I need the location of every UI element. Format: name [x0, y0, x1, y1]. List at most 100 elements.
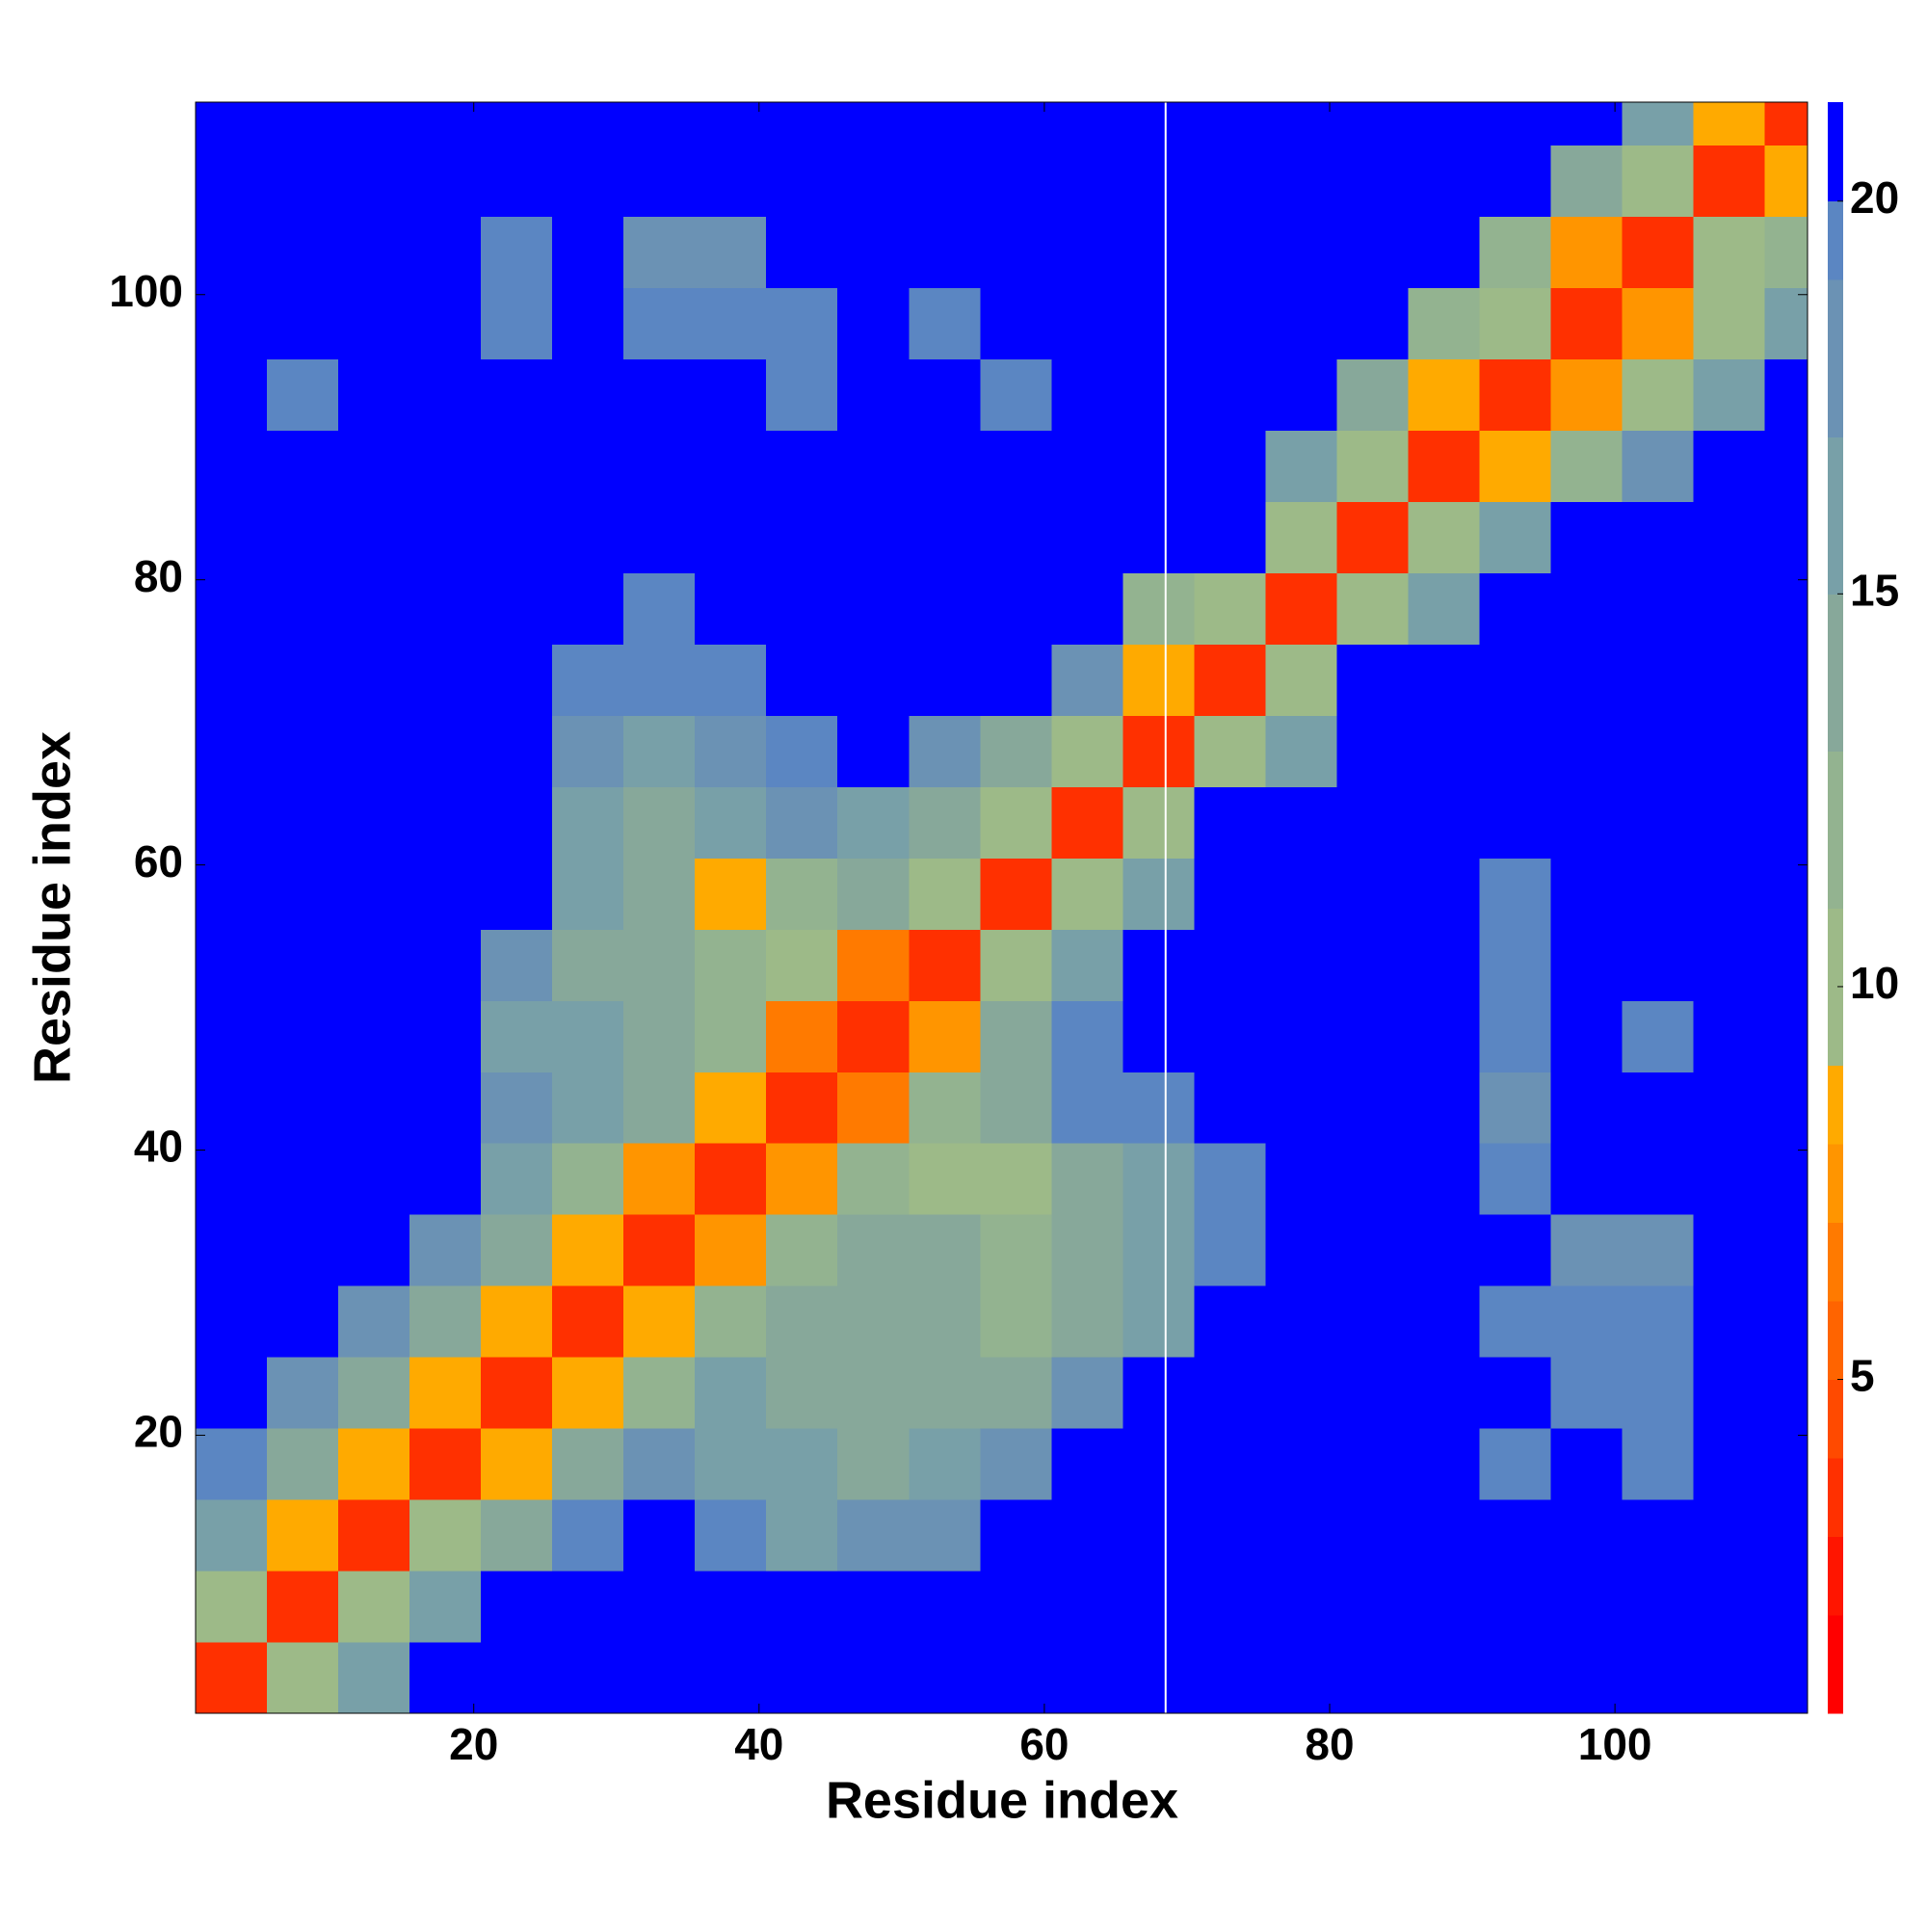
heatmap-cell — [481, 1642, 553, 1713]
heatmap-cell — [552, 216, 624, 288]
heatmap-cell — [1051, 216, 1123, 288]
heatmap-cell — [552, 1285, 624, 1358]
heatmap-cell — [766, 1499, 838, 1572]
heatmap-cell — [481, 358, 553, 431]
heatmap-cell — [1479, 644, 1552, 716]
heatmap-cell — [1336, 572, 1410, 645]
heatmap-cell — [1764, 858, 1808, 930]
heatmap-cell — [1550, 358, 1623, 431]
heatmap-cell — [837, 1214, 910, 1286]
heatmap-cell — [1194, 572, 1266, 645]
heatmap-cell — [338, 145, 410, 217]
heatmap-cell — [1479, 1571, 1552, 1643]
heatmap-cell — [980, 1357, 1052, 1429]
heatmap-cell — [1693, 715, 1766, 787]
heatmap-cell — [1194, 644, 1266, 716]
heatmap-cell — [1408, 1428, 1481, 1500]
heatmap-cell — [623, 358, 696, 431]
heatmap-cell — [1408, 287, 1481, 359]
heatmap-cell — [1479, 715, 1552, 787]
heatmap-cell — [1122, 1072, 1195, 1144]
heatmap-cell — [1408, 216, 1481, 288]
heatmap-cell — [766, 1143, 838, 1215]
heatmap-cell — [1051, 287, 1123, 359]
heatmap-cell — [409, 1000, 482, 1072]
heatmap-cell — [552, 287, 624, 359]
heatmap-cell — [481, 145, 553, 217]
heatmap-cell — [980, 1214, 1052, 1286]
heatmap-cell — [909, 1214, 981, 1286]
heatmap-cell — [623, 1000, 696, 1072]
heatmap-cell — [338, 1285, 410, 1358]
heatmap-cell — [1550, 216, 1623, 288]
heatmap-cell — [623, 929, 696, 1001]
heatmap-cell — [623, 1428, 696, 1500]
colorbar-segment — [1828, 751, 1843, 909]
heatmap-cell — [1122, 1571, 1195, 1643]
heatmap-cell — [695, 1642, 767, 1713]
heatmap-cell — [196, 216, 268, 288]
heatmap-cell — [1408, 1214, 1481, 1286]
heatmap-cell — [980, 572, 1052, 645]
heatmap-cell — [1764, 1285, 1808, 1358]
heatmap-cell — [695, 1357, 767, 1429]
heatmap-cell — [837, 715, 910, 787]
colorbar-segment — [1828, 102, 1843, 202]
heatmap-cell — [1336, 430, 1410, 502]
heatmap-cell — [481, 1214, 553, 1286]
heatmap-cell — [1336, 1357, 1410, 1429]
heatmap-cell — [1693, 1000, 1766, 1072]
heatmap-cell — [1693, 1571, 1766, 1643]
heatmap-cell — [409, 1285, 482, 1358]
heatmap-cell — [552, 858, 624, 930]
colorbar-segment — [1828, 1301, 1843, 1381]
heatmap-cell — [1336, 1428, 1410, 1500]
heatmap-cell — [552, 786, 624, 859]
heatmap-cell — [980, 102, 1052, 146]
heatmap-cell — [980, 430, 1052, 502]
heatmap-cell — [267, 501, 339, 573]
heatmap-cell — [267, 287, 339, 359]
heatmap-cell — [980, 145, 1052, 217]
heatmap-cell — [481, 430, 553, 502]
heatmap-cell — [1051, 430, 1123, 502]
heatmap-cell — [695, 715, 767, 787]
heatmap-cell — [1550, 1642, 1623, 1713]
heatmap-cell — [196, 644, 268, 716]
heatmap-cell — [1408, 145, 1481, 217]
heatmap-cell — [196, 1642, 268, 1713]
heatmap-cell — [1336, 1499, 1410, 1572]
heatmap-cell — [409, 1214, 482, 1286]
heatmap-cell — [1693, 501, 1766, 573]
heatmap-cell — [481, 1428, 553, 1500]
colorbar-segment — [1828, 200, 1843, 280]
heatmap-cell — [766, 1357, 838, 1429]
heatmap-cell — [552, 1000, 624, 1072]
heatmap-cell — [409, 786, 482, 859]
heatmap-cell — [1336, 1143, 1410, 1215]
heatmap-cell — [409, 1428, 482, 1500]
heatmap-cell — [766, 1571, 838, 1643]
heatmap-cell — [1194, 287, 1266, 359]
heatmap-cell — [766, 1214, 838, 1286]
heatmap-cell — [980, 1499, 1052, 1572]
heatmap-cell — [409, 287, 482, 359]
heatmap-cell — [1408, 1000, 1481, 1072]
heatmap-cell — [409, 1571, 482, 1643]
heatmap-cells — [196, 102, 1808, 1713]
heatmap-cell — [766, 1428, 838, 1500]
heatmap-cell — [338, 1143, 410, 1215]
heatmap-cell — [766, 858, 838, 930]
heatmap-cell — [338, 858, 410, 930]
heatmap-cell — [1051, 1642, 1123, 1713]
heatmap-cell — [1550, 287, 1623, 359]
heatmap-cell — [552, 1214, 624, 1286]
heatmap-cell — [196, 1571, 268, 1643]
heatmap-cell — [1622, 216, 1695, 288]
heatmap-cell — [196, 572, 268, 645]
heatmap-cell — [695, 430, 767, 502]
heatmap-cell — [1408, 572, 1481, 645]
heatmap-cell — [267, 1428, 339, 1500]
heatmap-cell — [837, 1000, 910, 1072]
heatmap-cell — [1122, 786, 1195, 859]
